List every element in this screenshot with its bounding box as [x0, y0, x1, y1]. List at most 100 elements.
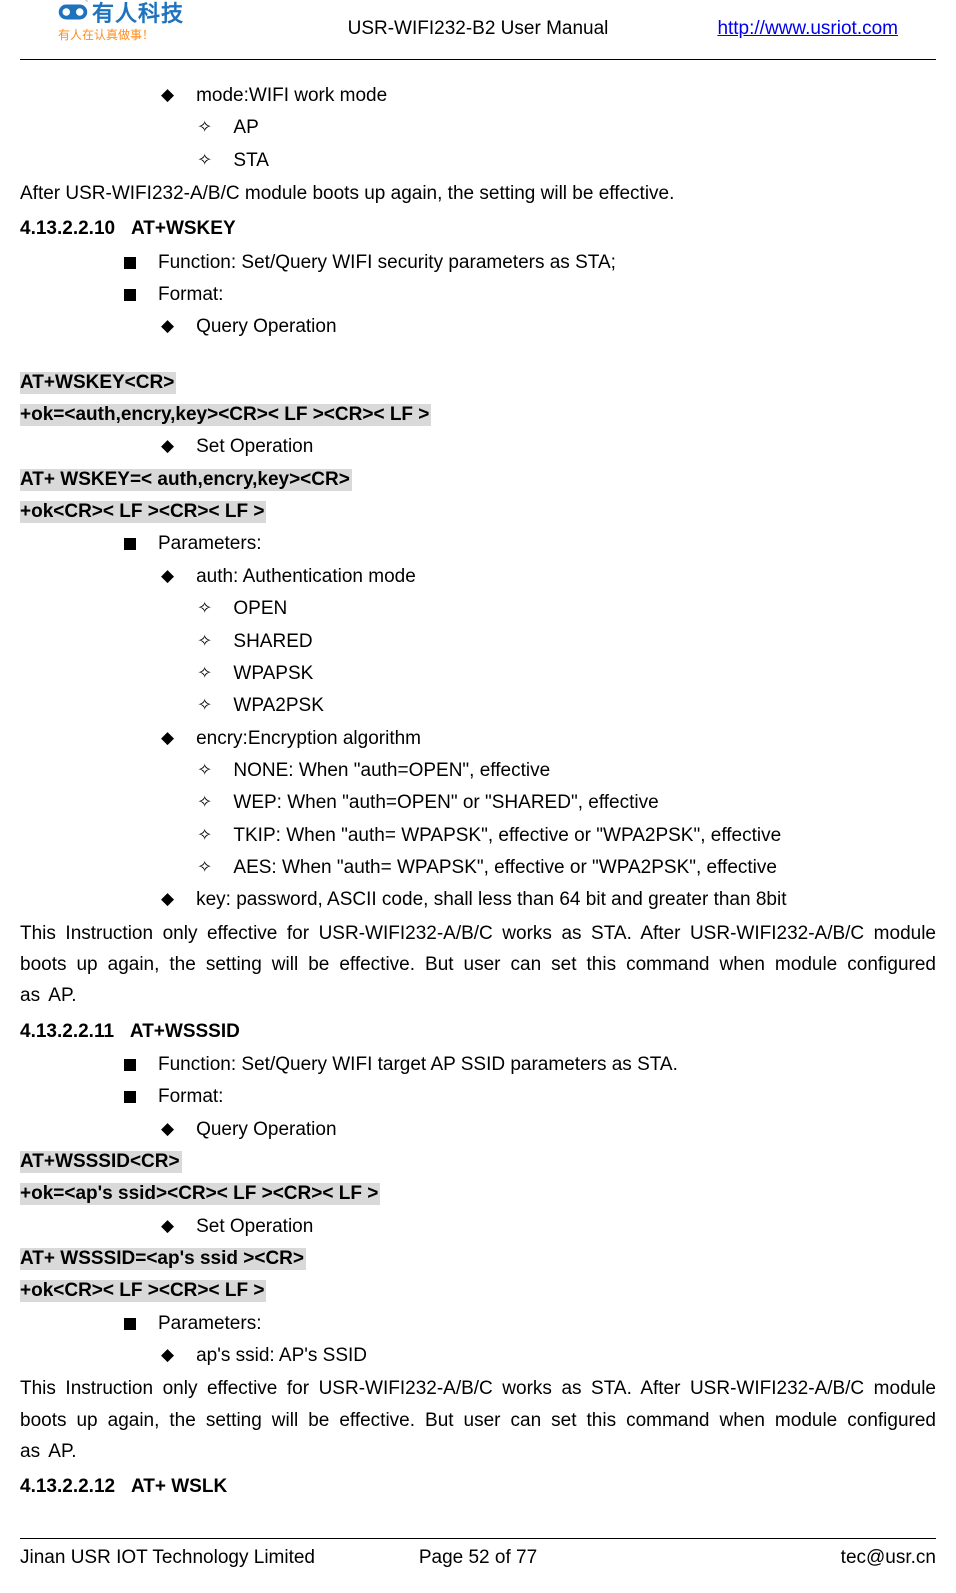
- section-heading: 4.13.2.2.10 AT+WSKEY: [20, 213, 936, 244]
- text: Parameters:: [158, 1313, 261, 1334]
- code-text: AT+ WSSSID=<ap's ssid ><CR>: [20, 1248, 306, 1270]
- text: Format:: [158, 1086, 223, 1107]
- paragraph: After USR-WIFI232-A/B/C module boots up …: [20, 178, 936, 209]
- text: STA: [233, 150, 269, 171]
- list-item: ◆ Query Operation: [20, 1114, 936, 1145]
- text: AP: [233, 117, 258, 138]
- list-item: ◆ Query Operation: [20, 311, 936, 342]
- paragraph: This Instruction only effective for USR-…: [20, 1373, 936, 1467]
- text: Query Operation: [196, 316, 336, 337]
- code-text: AT+ WSKEY=< auth,encry,key><CR>: [20, 469, 352, 491]
- heading-num: 4.13.2.2.11: [20, 1021, 114, 1042]
- code-text: +ok<CR>< LF ><CR>< LF >: [20, 501, 266, 523]
- code-line: +ok<CR>< LF ><CR>< LF >: [20, 496, 266, 527]
- code-text: +ok=<auth,encry,key><CR>< LF ><CR>< LF >: [20, 404, 431, 426]
- square-icon: [124, 1059, 136, 1071]
- square-icon: [124, 1091, 136, 1103]
- heading-num: 4.13.2.2.12: [20, 1476, 115, 1497]
- diamond-icon: ◆: [161, 1341, 174, 1369]
- text: SHARED: [233, 631, 312, 652]
- code-text: +ok=<ap's ssid><CR>< LF ><CR>< LF >: [20, 1183, 380, 1205]
- diamond-icon: ◆: [161, 724, 174, 752]
- text: Set Operation: [196, 436, 313, 457]
- text: Query Operation: [196, 1119, 336, 1140]
- open-diamond-icon: ✧: [197, 828, 213, 844]
- spacer: [20, 344, 936, 366]
- list-item: Function: Set/Query WIFI security parame…: [20, 247, 936, 278]
- diamond-icon: ◆: [161, 81, 174, 109]
- reg-mark: ®: [85, 0, 88, 4]
- list-item: ◆ ap's ssid: AP's SSID: [20, 1340, 936, 1371]
- content: ◆ mode:WIFI work mode ✧ AP ✧ STA After USR-…: [0, 80, 956, 1503]
- text: Function: Set/Query WIFI target AP SSID …: [158, 1054, 678, 1075]
- text: OPEN: [233, 598, 287, 619]
- list-item: ✧TKIP: When "auth= WPAPSK", effective or…: [20, 820, 936, 851]
- code-line: +ok=<ap's ssid><CR>< LF ><CR>< LF >: [20, 1178, 380, 1209]
- section-heading: 4.13.2.2.12 AT+ WSLK: [20, 1471, 936, 1502]
- code-line: AT+ WSKEY=< auth,encry,key><CR>: [20, 464, 352, 495]
- header-link[interactable]: http://www.usriot.com: [717, 18, 898, 40]
- text: encry:Encryption algorithm: [196, 728, 421, 749]
- list-item: Parameters:: [20, 528, 936, 559]
- list-item: Format:: [20, 279, 936, 310]
- text: AES: When "auth= WPAPSK", effective or "…: [233, 857, 777, 878]
- list-item: ✧ OPEN: [20, 593, 936, 624]
- list-item: ✧ AES: When "auth= WPAPSK", effective or …: [20, 852, 936, 883]
- list-item: Format:: [20, 1081, 936, 1112]
- diamond-icon: ◆: [161, 432, 174, 460]
- open-diamond-icon: ✧: [197, 666, 213, 682]
- list-item: ✧ AP: [20, 112, 936, 143]
- list-item: Parameters:: [20, 1308, 936, 1339]
- text: Format:: [158, 284, 223, 305]
- list-item: ◆ encry:Encryption algorithm: [20, 723, 936, 754]
- footer-email: tec@usr.cn: [841, 1547, 936, 1569]
- text: auth: Authentication mode: [196, 566, 416, 587]
- heading-title: AT+ WSLK: [131, 1476, 227, 1497]
- text: WPA2PSK: [233, 695, 323, 716]
- text: WPAPSK: [233, 663, 313, 684]
- code-line: AT+ WSSSID=<ap's ssid ><CR>: [20, 1243, 306, 1274]
- diamond-icon: ◆: [161, 562, 174, 590]
- code-line: AT+WSSSID<CR>: [20, 1146, 182, 1177]
- page-footer: Jinan USR IOT Technology Limited Page 52…: [20, 1538, 936, 1583]
- diamond-icon: ◆: [161, 1115, 174, 1143]
- code-line: +ok<CR>< LF ><CR>< LF >: [20, 1275, 266, 1306]
- text: WEP: When "auth=OPEN" or "SHARED", effec…: [233, 792, 658, 813]
- open-diamond-icon: ✧: [197, 763, 213, 779]
- code-line: +ok=<auth,encry,key><CR>< LF ><CR>< LF >: [20, 399, 431, 430]
- open-diamond-icon: ✧: [197, 860, 213, 876]
- list-item: Function: Set/Query WIFI target AP SSID …: [20, 1049, 936, 1080]
- code-text: AT+WSSSID<CR>: [20, 1151, 182, 1173]
- open-diamond-icon: ✧: [197, 795, 213, 811]
- code-line: AT+WSKEY<CR>: [20, 367, 176, 398]
- list-item: ✧ NONE: When "auth=OPEN", effective: [20, 755, 936, 786]
- list-item: ✧SHARED: [20, 626, 936, 657]
- list-item: ◆ Set Operation: [20, 431, 936, 462]
- footer-page-number: Page 52 of 77: [20, 1547, 936, 1569]
- code-text: AT+WSKEY<CR>: [20, 372, 176, 394]
- paragraph: This Instruction only effective for USR-…: [20, 918, 936, 1012]
- square-icon: [124, 1318, 136, 1330]
- open-diamond-icon: ✧: [197, 601, 213, 617]
- list-item: ◆key: password, ASCII code, shall less t…: [20, 884, 936, 915]
- text: NONE: When "auth=OPEN", effective: [233, 760, 550, 781]
- text: ap's ssid: AP's SSID: [196, 1345, 367, 1366]
- list-item: ✧ WEP: When "auth=OPEN" or "SHARED", effe…: [20, 787, 936, 818]
- text: Function: Set/Query WIFI security parame…: [158, 252, 616, 273]
- list-item: ✧ STA: [20, 145, 936, 176]
- text: Parameters:: [158, 533, 261, 554]
- heading-num: 4.13.2.2.10: [20, 218, 115, 239]
- diamond-icon: ◆: [161, 312, 174, 340]
- open-diamond-icon: ✧: [197, 153, 213, 169]
- list-item: ◆ auth: Authentication mode: [20, 561, 936, 592]
- square-icon: [124, 538, 136, 550]
- list-item: ✧ WPAPSK: [20, 658, 936, 689]
- open-diamond-icon: ✧: [197, 120, 213, 136]
- open-diamond-icon: ✧: [197, 698, 213, 714]
- code-text: +ok<CR>< LF ><CR>< LF >: [20, 1280, 266, 1302]
- diamond-icon: ◆: [161, 885, 174, 913]
- square-icon: [124, 289, 136, 301]
- text: mode:WIFI work mode: [196, 85, 387, 106]
- list-item: ◆Set Operation: [20, 1211, 936, 1242]
- list-item: ✧ WPA2PSK: [20, 690, 936, 721]
